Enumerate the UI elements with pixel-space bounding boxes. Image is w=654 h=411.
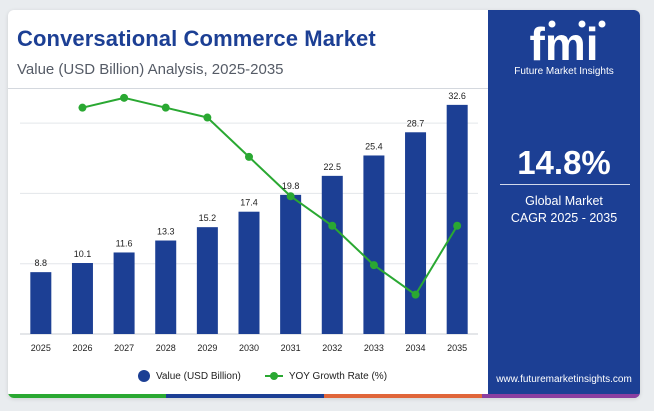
bar-2026 [71,263,93,334]
legend-item-value: Value (USD Billion) [138,370,241,382]
growth-point [453,221,462,230]
x-tick-label: 2028 [156,343,176,353]
growth-point [411,290,420,299]
x-axis-ticks: 2025 2026 2027 2028 2029 2030 2031 2032 2033 2034… [31,343,467,353]
summary-panel: fmi Future Market Insights 14.8% Global … [488,10,640,398]
bar-value-label: 32.6 [448,91,466,101]
x-tick-label: 2029 [197,343,217,353]
bar-2031 [280,194,302,334]
bar-value-label: 19.8 [282,181,300,191]
growth-point [245,152,253,161]
stripe-segment [8,394,166,398]
page-subtitle: Value (USD Billion) Analysis, 2025-2035 [17,61,284,78]
data-labels: 8.8 10.1 11.6 13.3 15.2 17.4 19.8 22.5 25.4 28.7 3… [35,91,466,268]
legend-bar-label: Value (USD Billion) [156,370,241,382]
bar-value-label: 11.6 [116,238,133,248]
growth-point [286,192,295,201]
growth-point [369,261,378,270]
x-tick-label: 2032 [322,343,342,353]
bar-2029 [196,227,218,334]
page-title: Conversational Commerce Market [17,26,376,51]
bar-2035 [446,104,468,335]
legend-item-growth: YOY Growth Rate (%) [264,370,388,382]
bar-value-label: 15.2 [199,213,217,223]
bar-value-label: 8.8 [35,258,48,268]
x-tick-label: 2030 [239,343,259,353]
bar-value-label: 17.4 [240,198,258,208]
bar-value-label: 10.1 [74,249,92,259]
cagr-divider [500,184,630,185]
legend-bar-swatch [138,370,150,382]
bar-2030 [238,211,260,334]
bar-value-label: 28.7 [407,118,425,128]
bar-2028 [155,240,177,334]
bar-2027 [113,252,135,334]
bar-value-label: 13.3 [157,227,175,237]
stripe-segment [482,394,640,398]
market-chart: 8.8 10.1 11.6 13.3 15.2 17.4 19.8 22.5 25.4 28.7 3… [20,91,478,353]
bar-2032 [321,175,343,334]
fmi-logo: fmi [530,18,606,66]
growth-point [120,93,129,102]
title-divider [8,88,488,89]
cagr-value: 14.8% [517,144,611,181]
cagr-label-market: Global Market [525,194,603,208]
bar-value-label: 22.5 [324,162,342,172]
chart-legend: Value (USD Billion) YOY Growth Rate (%) [138,370,387,382]
x-tick-label: 2034 [406,343,426,353]
x-tick-label: 2027 [114,343,134,353]
logo-subtext: Future Market Insights [514,66,614,77]
growth-line [82,96,459,296]
website-link[interactable]: www.futuremarketinsights.com [496,374,632,385]
stripe-segment [324,394,482,398]
growth-point [203,113,212,122]
x-tick-label: 2031 [281,343,301,353]
bar-2034 [405,132,427,334]
chart-card: Conversational Commerce Market Value (US… [8,10,640,398]
x-tick-label: 2035 [447,343,467,353]
bar-2033 [363,155,385,334]
legend-line-swatch [264,372,283,380]
logo-text: fmi [530,18,599,66]
x-tick-label: 2033 [364,343,384,353]
growth-point [78,103,87,112]
growth-line-series [78,93,462,299]
x-tick-label: 2025 [31,343,51,353]
legend-line-label: YOY Growth Rate (%) [288,370,388,382]
bar-2025 [30,272,52,334]
x-tick-label: 2026 [72,343,92,353]
cagr-label-period: CAGR 2025 - 2035 [510,211,618,225]
bottom-color-stripe [8,394,640,398]
growth-point [161,103,170,112]
stripe-segment [166,394,324,398]
bar-value-label: 25.4 [365,141,383,151]
bar-series [30,104,468,335]
growth-point [328,221,337,230]
